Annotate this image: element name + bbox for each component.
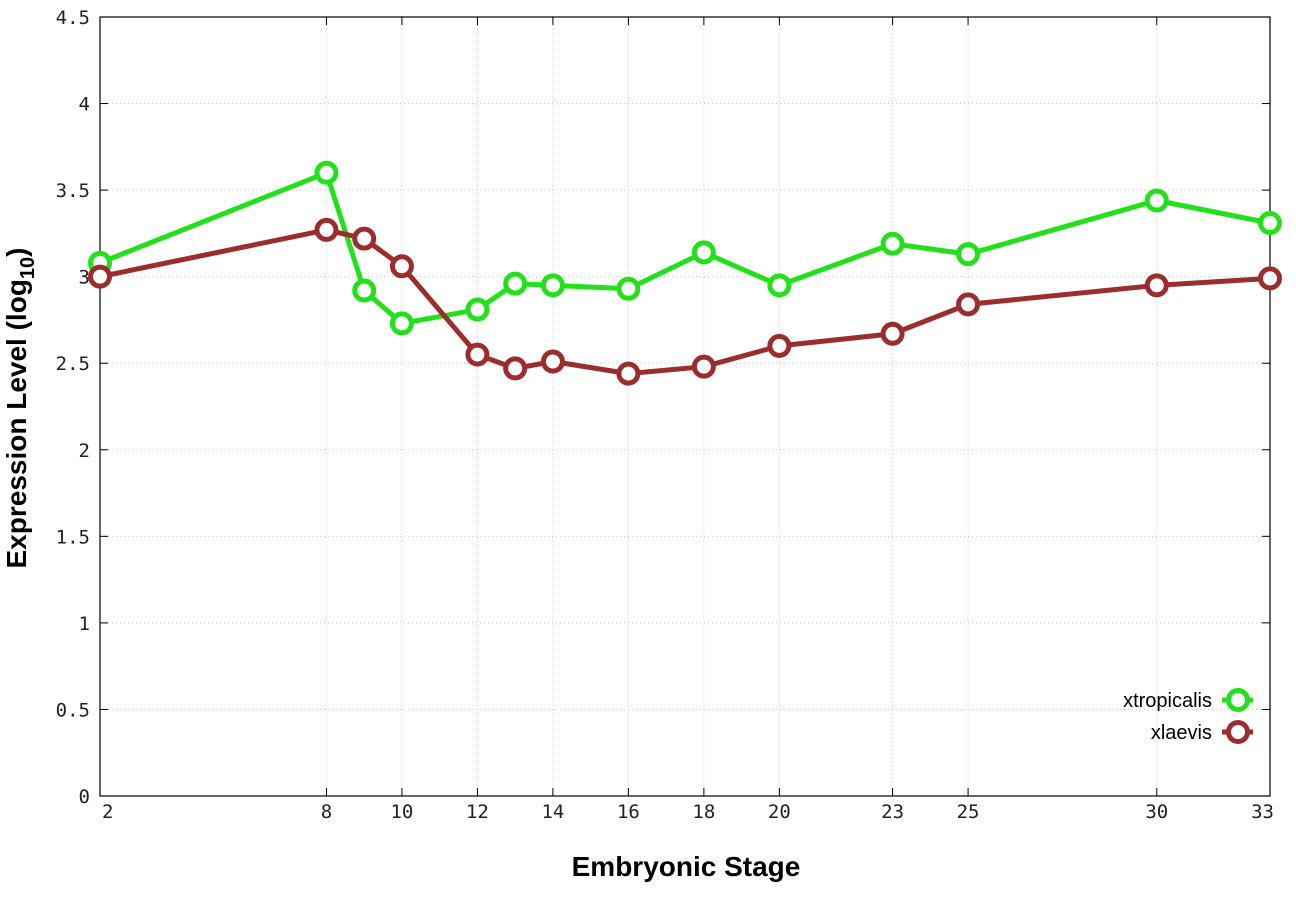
- data-point-xlaevis: [465, 342, 490, 367]
- x-tick-label: 20: [768, 801, 791, 823]
- data-point-xlaevis: [352, 226, 377, 251]
- data-point-xtropicalis: [956, 242, 981, 267]
- axes: 2 8 10 12 14 16 18 20 23 25 30 33 0 0.5 1 1.5 2 2.5 3 3.5 4 4…: [56, 7, 1274, 823]
- data-point-xlaevis: [880, 321, 905, 346]
- data-point-xtropicalis: [880, 231, 905, 256]
- data-point-xtropicalis: [465, 297, 490, 322]
- data-point-xtropicalis: [540, 273, 565, 298]
- x-tick-label: 30: [1145, 801, 1168, 823]
- x-tick-label: 33: [1251, 801, 1274, 823]
- data-point-xtropicalis: [314, 160, 339, 185]
- y-tick-label: 2: [79, 440, 90, 462]
- data-point-xtropicalis: [767, 273, 792, 298]
- data-point-xlaevis: [1258, 266, 1282, 291]
- y-axis-title-main: Expression Level (log: [1, 279, 32, 568]
- x-tick-label: 8: [321, 801, 332, 823]
- y-tick-label: 4: [79, 94, 90, 116]
- grid-lines: [100, 17, 1270, 796]
- y-tick-label: 3.5: [56, 180, 90, 202]
- x-tick-label: 25: [957, 801, 980, 823]
- data-point-xtropicalis: [616, 276, 641, 301]
- data-point-xlaevis: [956, 292, 981, 317]
- y-axis-title: Expression Level (log10): [1, 248, 39, 569]
- y-tick-label: 4.5: [56, 7, 90, 29]
- x-tick-label: 10: [390, 801, 413, 823]
- data-point-xlaevis: [691, 354, 716, 379]
- legend: xtropicalis xlaevis: [1123, 688, 1253, 744]
- data-point-xtropicalis: [691, 240, 716, 265]
- data-point-xtropicalis: [352, 278, 377, 303]
- y-tick-label: 0.5: [56, 699, 90, 721]
- y-tick-label: 2.5: [56, 353, 90, 375]
- data-point-xlaevis: [767, 333, 792, 358]
- data-point-xlaevis: [1144, 273, 1169, 298]
- x-tick-label: 16: [617, 801, 640, 823]
- series-line-xtropicalis: [99, 170, 1271, 326]
- series-line-xlaevis: [99, 227, 1271, 377]
- x-tick-label: 18: [692, 801, 715, 823]
- legend-label-xlaevis: xlaevis: [1151, 722, 1212, 744]
- y-tick-label: 1: [79, 613, 90, 635]
- data-point-xtropicalis: [389, 311, 414, 336]
- series-xlaevis: [88, 217, 1282, 386]
- x-tick-label: 12: [466, 801, 489, 823]
- data-point-xtropicalis: [1258, 211, 1282, 236]
- series-lines: [88, 160, 1282, 386]
- x-axis-title: Embryonic Stage: [572, 851, 801, 882]
- data-point-xlaevis: [389, 254, 414, 279]
- y-tick-label: 1.5: [56, 526, 90, 548]
- x-tick-label: 23: [881, 801, 904, 823]
- y-axis-title-close: ): [1, 248, 32, 257]
- x-tick-label: 14: [541, 801, 564, 823]
- legend-marker-xtropicalis: [1226, 688, 1250, 712]
- y-axis-title-subscript: 10: [17, 257, 39, 279]
- plot-frame: [99, 16, 1271, 797]
- data-point-xtropicalis: [503, 271, 528, 296]
- x-tick-label: 2: [102, 801, 113, 823]
- data-point-xlaevis: [540, 349, 565, 374]
- legend-marker-xlaevis: [1226, 720, 1250, 744]
- y-tick-label: 3: [79, 267, 90, 289]
- data-point-xlaevis: [314, 217, 339, 242]
- data-point-xtropicalis: [1144, 188, 1169, 213]
- series-xtropicalis: [88, 160, 1282, 336]
- y-tick-label: 0: [79, 786, 90, 808]
- data-point-xlaevis: [616, 361, 641, 386]
- legend-label-xtropicalis: xtropicalis: [1123, 690, 1212, 712]
- data-point-xlaevis: [88, 264, 112, 289]
- data-point-xlaevis: [503, 356, 528, 381]
